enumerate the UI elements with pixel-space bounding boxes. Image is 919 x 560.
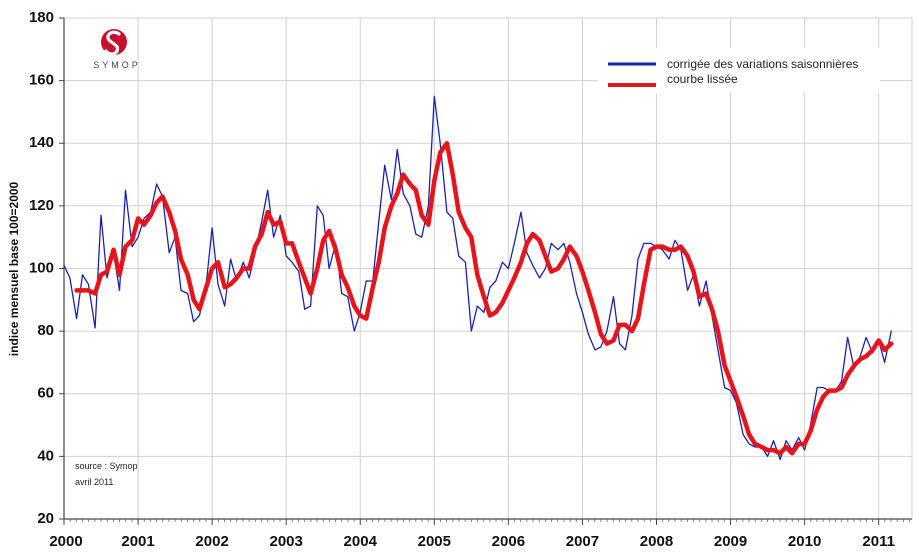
x-tick-label: 2011	[862, 533, 895, 550]
symop-logo-swirl	[104, 30, 121, 56]
x-tick-label: 2002	[195, 533, 228, 550]
y-tick-label: 80	[37, 322, 54, 339]
series-lines	[63, 95, 894, 461]
x-tick-label: 2009	[714, 533, 747, 550]
x-tick-label: 2005	[418, 533, 451, 550]
source-note: source : Symop avril 2011	[75, 461, 138, 487]
x-tick-label: 2007	[566, 533, 599, 550]
y-tick-label: 20	[37, 510, 54, 527]
x-tick-label: 2004	[344, 533, 378, 550]
y-tick-label: 140	[29, 134, 54, 151]
x-tick-label: 2008	[640, 533, 673, 550]
axes: 20 40 60 80 100 120 140 160 180 2000 2001 2002 2003 2…	[29, 9, 912, 550]
y-axis-title: indice mensuel base 100=2000	[7, 181, 21, 356]
legend-label-lissee: courbe lissée	[667, 72, 738, 86]
x-tick-label: 2001	[121, 533, 154, 550]
grid	[63, 17, 913, 520]
y-tick-label: 160	[29, 72, 54, 89]
y-tick-label: 120	[29, 197, 54, 214]
x-tick-label: 2003	[269, 533, 302, 550]
legend-label-cvs: corrigée des variations saisonnières	[667, 57, 858, 71]
y-tick-label: 60	[37, 385, 54, 402]
source-note-line1: source : Symop	[75, 461, 138, 471]
symop-logo: SYMOP	[93, 29, 141, 70]
y-tick-label: 180	[29, 9, 54, 26]
y-tick-label: 100	[29, 259, 54, 276]
x-tick-label: 2010	[788, 533, 821, 550]
series-line-lissee	[74, 141, 894, 456]
source-note-line2: avril 2011	[75, 477, 113, 487]
legend: corrigée des variations saisonnières cou…	[598, 48, 880, 94]
symop-logo-text: SYMOP	[93, 60, 141, 70]
x-tick-label: 2000	[49, 533, 82, 550]
y-tick-label: 40	[37, 447, 54, 464]
x-tick-label: 2006	[492, 533, 525, 550]
